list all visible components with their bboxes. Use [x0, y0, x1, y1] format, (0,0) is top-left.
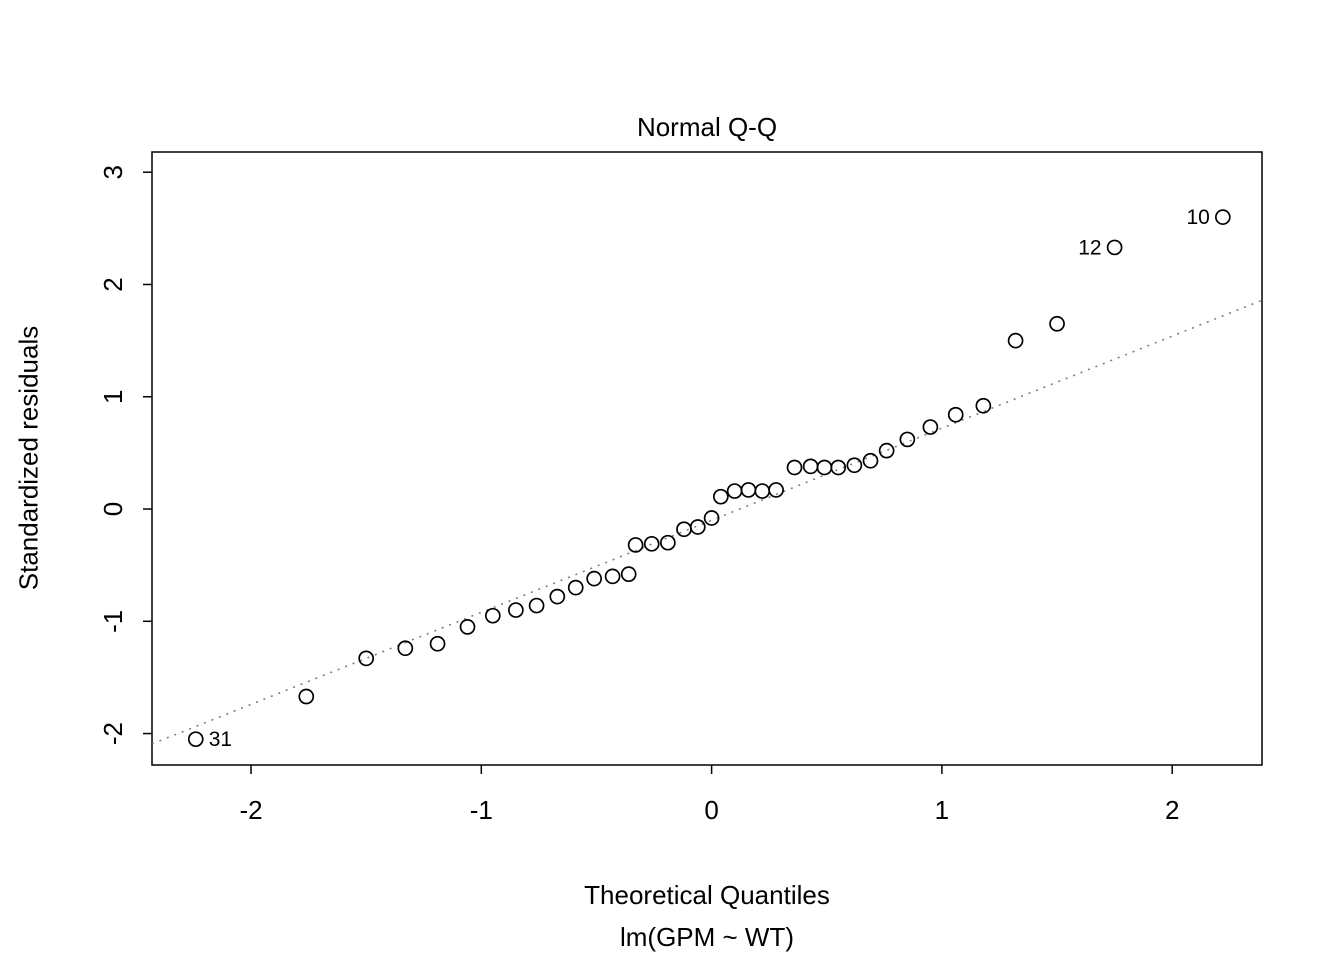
data-point [768, 482, 784, 498]
data-point [1106, 239, 1123, 256]
data-point [549, 588, 566, 605]
data-point [922, 419, 939, 435]
data-point [620, 566, 637, 582]
point-label: 12 [1078, 236, 1101, 259]
data-point [816, 459, 833, 476]
y-tick-label: -1 [98, 610, 128, 633]
data-point [1215, 209, 1231, 225]
data-point [508, 602, 524, 618]
plot-title: Normal Q-Q [636, 112, 778, 142]
x-tick-label: 1 [935, 795, 949, 825]
y-tick-label: 2 [98, 277, 128, 291]
data-point [643, 535, 660, 552]
plot-box [151, 151, 1263, 766]
data-point [567, 579, 584, 596]
data-point [712, 488, 729, 505]
x-tick-label: -1 [470, 795, 493, 825]
data-point [703, 510, 720, 526]
data-point [676, 521, 692, 538]
x-tick-label: -2 [239, 795, 262, 825]
data-point [862, 452, 879, 469]
data-point [740, 482, 757, 498]
y-tick-label: 0 [98, 502, 128, 516]
data-point [459, 619, 476, 635]
data-point [397, 640, 414, 657]
y-tick-label: 1 [98, 390, 128, 404]
x-tick-label: 2 [1165, 795, 1179, 825]
data-point [298, 688, 315, 705]
data-point [528, 597, 545, 614]
data-point [1049, 315, 1065, 332]
data-point [660, 534, 676, 551]
data-point [429, 635, 446, 652]
data-point [846, 457, 863, 474]
data-point [754, 483, 771, 499]
data-point [726, 483, 743, 499]
data-point [975, 397, 992, 414]
data-point [878, 442, 895, 459]
point-label: 31 [209, 728, 232, 751]
data-point [802, 458, 819, 475]
data-point [358, 650, 375, 667]
data-point [1007, 332, 1024, 349]
data-point [627, 537, 644, 553]
data-point [604, 568, 621, 585]
data-point [586, 570, 603, 587]
y-tick-label: 3 [98, 165, 128, 179]
data-point [830, 459, 847, 476]
data-point [786, 459, 803, 476]
data-point [689, 519, 706, 535]
y-axis-title: Standardized residuals [13, 325, 44, 591]
data-point [187, 731, 204, 748]
data-point [484, 607, 501, 624]
y-tick-label: -2 [98, 722, 128, 745]
x-axis-subtitle: lm(GPM ~ WT) [619, 922, 795, 952]
point-label: 10 [1186, 206, 1209, 229]
x-axis-title: Theoretical Quantiles [584, 880, 830, 910]
x-tick-label: 0 [704, 795, 718, 825]
data-point [947, 406, 964, 423]
data-point [899, 431, 916, 448]
